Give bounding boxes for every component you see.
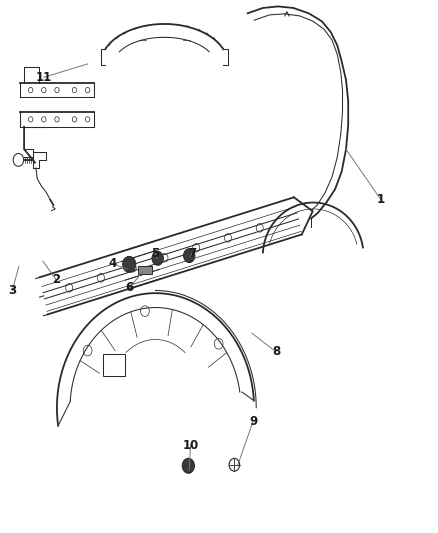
Text: 7: 7 — [188, 247, 196, 260]
Circle shape — [152, 252, 163, 265]
Text: 1: 1 — [377, 193, 385, 206]
Circle shape — [184, 249, 195, 263]
Circle shape — [123, 256, 136, 272]
Text: 4: 4 — [109, 257, 117, 270]
Text: 6: 6 — [126, 281, 134, 294]
Text: 11: 11 — [35, 71, 52, 84]
Text: 9: 9 — [249, 415, 257, 427]
FancyBboxPatch shape — [138, 266, 152, 274]
Text: 3: 3 — [8, 284, 16, 297]
Text: 5: 5 — [152, 247, 159, 260]
Text: 10: 10 — [182, 439, 199, 451]
Circle shape — [182, 458, 194, 473]
Text: 8: 8 — [272, 345, 280, 358]
Text: 2: 2 — [52, 273, 60, 286]
